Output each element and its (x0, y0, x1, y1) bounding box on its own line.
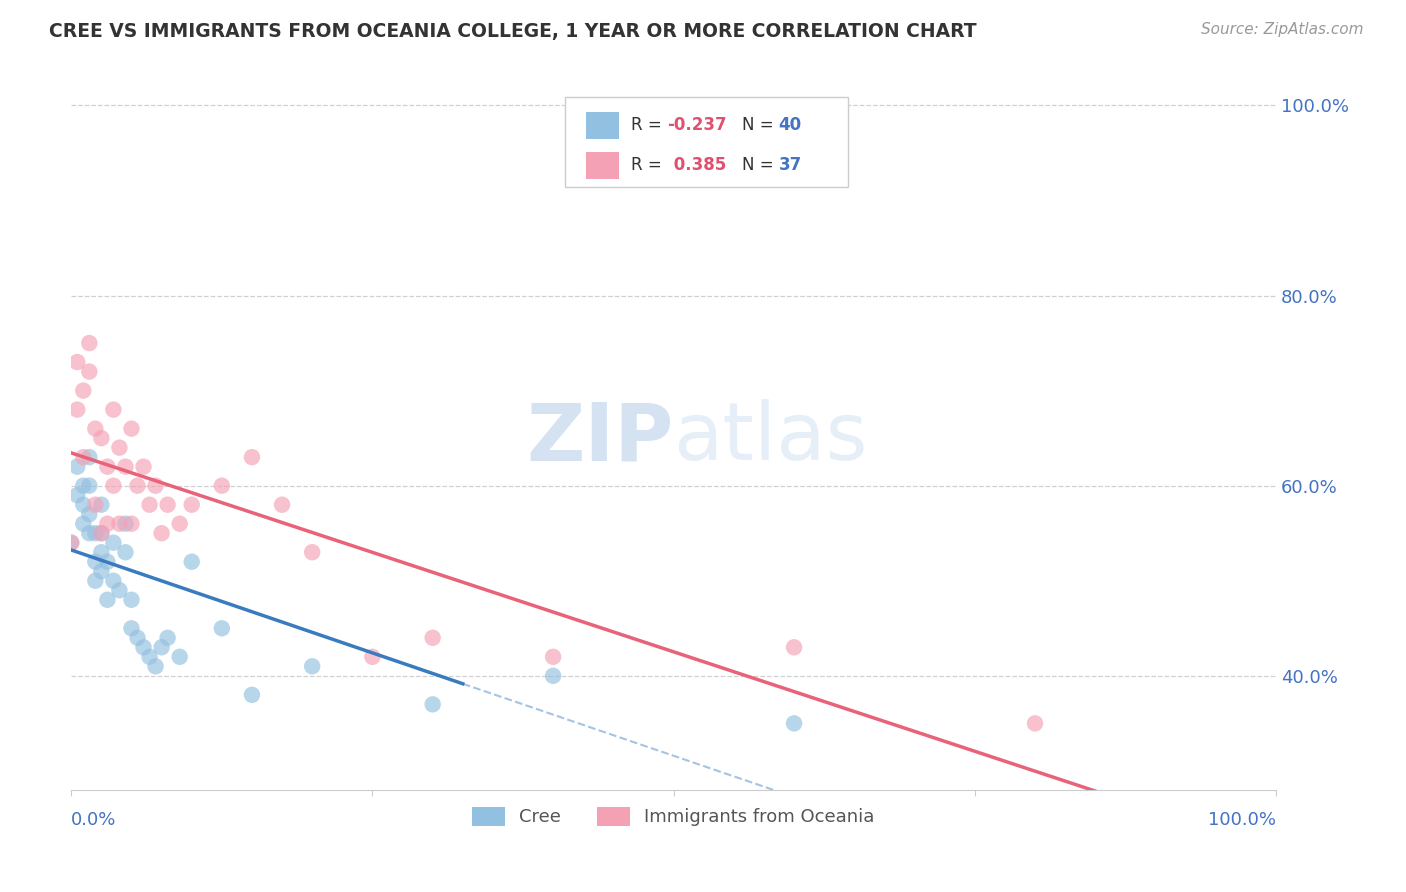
Point (132, 459, 155, 474)
Point (72, 516, 94, 531)
Point (150, 640, 173, 655)
Point (156, 498, 179, 512)
Text: CREE VS IMMIGRANTS FROM OCEANIA COLLEGE, 1 YEAR OR MORE CORRELATION CHART: CREE VS IMMIGRANTS FROM OCEANIA COLLEGE,… (49, 22, 977, 41)
Point (103, 535, 125, 549)
Point (541, 649, 564, 664)
Text: N =: N = (742, 116, 779, 135)
Point (121, 516, 143, 531)
FancyBboxPatch shape (565, 97, 848, 187)
Point (84, 498, 107, 512)
Point (90, 545, 112, 559)
Point (121, 621, 143, 635)
Point (79, 507, 101, 521)
Point (72, 450, 94, 465)
Point (180, 555, 202, 569)
Point (90, 526, 112, 541)
Text: Source: ZipAtlas.com: Source: ZipAtlas.com (1201, 22, 1364, 37)
Point (79, 478, 101, 492)
Bar (586, 152, 620, 178)
Point (72, 498, 94, 512)
Text: atlas: atlas (673, 399, 868, 477)
Point (103, 574, 125, 588)
Point (96, 459, 118, 474)
Point (145, 478, 167, 492)
Point (150, 526, 173, 541)
Point (90, 564, 112, 578)
Point (96, 592, 118, 607)
Point (541, 669, 564, 683)
Point (72, 478, 94, 492)
Point (84, 574, 107, 588)
Point (127, 631, 149, 645)
Point (66, 402, 89, 417)
Point (90, 498, 112, 512)
Point (79, 336, 101, 351)
Point (114, 516, 136, 531)
Point (90, 526, 112, 541)
Point (138, 498, 160, 512)
Point (60, 535, 83, 549)
Point (1024, 716, 1046, 731)
Point (84, 526, 107, 541)
Point (138, 649, 160, 664)
Text: 0.0%: 0.0% (72, 811, 117, 829)
Point (84, 422, 107, 436)
Point (783, 640, 806, 655)
Point (132, 640, 155, 655)
Point (96, 516, 118, 531)
Point (108, 516, 131, 531)
Point (90, 431, 112, 445)
Text: -0.237: -0.237 (668, 116, 727, 135)
Point (79, 365, 101, 379)
Text: 100.0%: 100.0% (1208, 811, 1277, 829)
Point (103, 402, 125, 417)
Text: R =: R = (631, 156, 668, 174)
Point (60, 535, 83, 549)
Point (121, 422, 143, 436)
Point (240, 688, 263, 702)
Point (211, 621, 233, 635)
Point (84, 555, 107, 569)
Point (96, 555, 118, 569)
Point (169, 649, 191, 664)
Point (114, 545, 136, 559)
Point (240, 450, 263, 465)
Text: N =: N = (742, 156, 779, 174)
Text: 0.385: 0.385 (668, 156, 725, 174)
Point (145, 659, 167, 673)
Point (103, 478, 125, 492)
Point (79, 526, 101, 541)
Point (108, 441, 131, 455)
Point (301, 659, 323, 673)
Text: ZIP: ZIP (526, 399, 673, 477)
Point (114, 459, 136, 474)
Point (66, 355, 89, 369)
Legend: Cree, Immigrants from Oceania: Cree, Immigrants from Oceania (465, 800, 882, 834)
Point (301, 545, 323, 559)
Text: 40: 40 (779, 116, 801, 135)
Text: 37: 37 (779, 156, 801, 174)
Point (79, 450, 101, 465)
Bar (586, 112, 620, 138)
Point (422, 631, 444, 645)
Point (422, 698, 444, 712)
Point (66, 488, 89, 502)
Point (180, 498, 202, 512)
Point (169, 516, 191, 531)
Text: R =: R = (631, 116, 668, 135)
Point (783, 716, 806, 731)
Point (211, 478, 233, 492)
Point (271, 498, 294, 512)
Point (108, 583, 131, 598)
Point (156, 631, 179, 645)
Point (72, 384, 94, 398)
Point (66, 459, 89, 474)
Point (127, 478, 149, 492)
Point (121, 592, 143, 607)
Point (361, 649, 384, 664)
